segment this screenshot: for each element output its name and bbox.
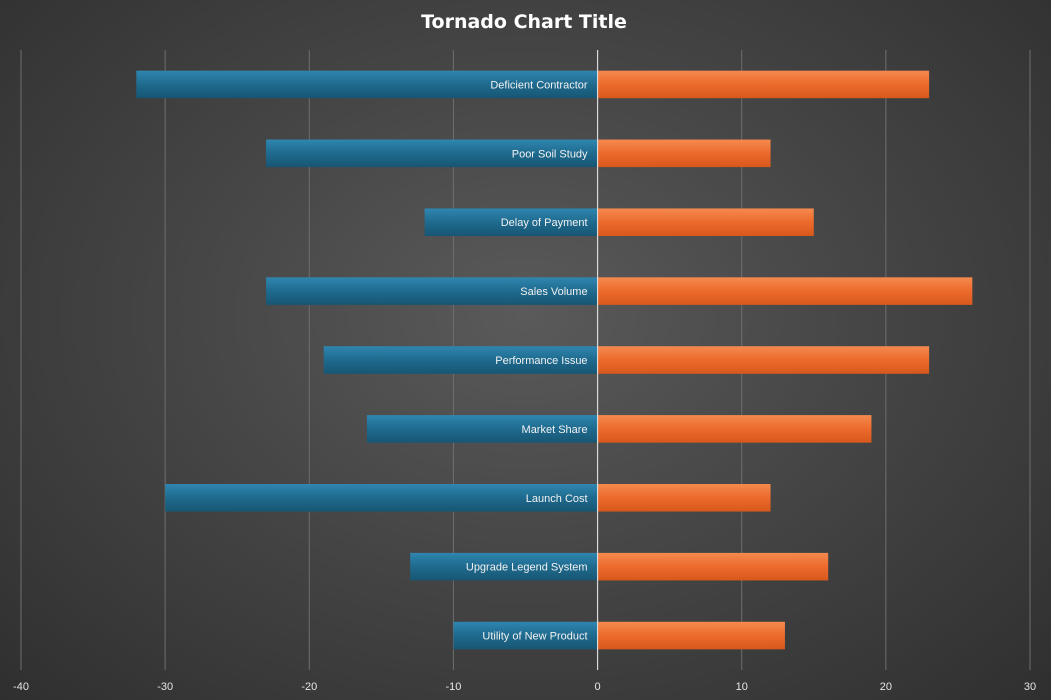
bars [136,70,973,650]
chart-title: Tornado Chart Title [421,11,627,33]
x-tick-label: 10 [736,681,748,693]
x-tick-label: 20 [880,681,892,693]
category-label: Utility of New Product [482,631,587,643]
category-label: Launch Cost [526,493,588,505]
bar-negative [366,415,598,443]
x-tick-label: -10 [445,681,461,693]
x-axis-tick-labels: -40 -30 -20 -10 0 10 20 30 [13,681,1036,693]
category-label: Sales Volume [520,286,587,298]
x-tick-label: -20 [301,681,317,693]
bar-positive [597,484,771,512]
x-tick-label: 0 [595,681,601,693]
bar-negative [453,621,598,650]
bar-positive [597,277,973,305]
bar-negative [136,70,598,99]
bar-negative [165,484,598,512]
x-tick-label: -30 [157,681,173,693]
bar-positive [597,552,829,581]
category-label: Market Share [522,424,588,436]
category-label: Poor Soil Study [512,148,588,160]
category-labels: Deficient Contractor Poor Soil Study Delay… [466,79,588,642]
category-label: Performance Issue [495,355,587,367]
bar-positive [597,346,930,374]
x-tick-label: -40 [13,681,29,693]
bar-positive [597,139,771,168]
bar-negative [424,208,598,236]
bar-negative [410,552,598,581]
category-label: Delay of Payment [501,217,588,229]
bar-positive [597,621,785,650]
category-label: Upgrade Legend System [466,562,588,574]
category-label: Deficient Contractor [490,79,588,91]
bar-positive [597,208,814,236]
bar-negative [323,346,598,374]
bar-positive [597,415,872,443]
bar-negative [266,277,598,305]
x-tick-label: 30 [1024,681,1036,693]
bar-negative [266,139,598,168]
bar-positive [597,70,930,99]
